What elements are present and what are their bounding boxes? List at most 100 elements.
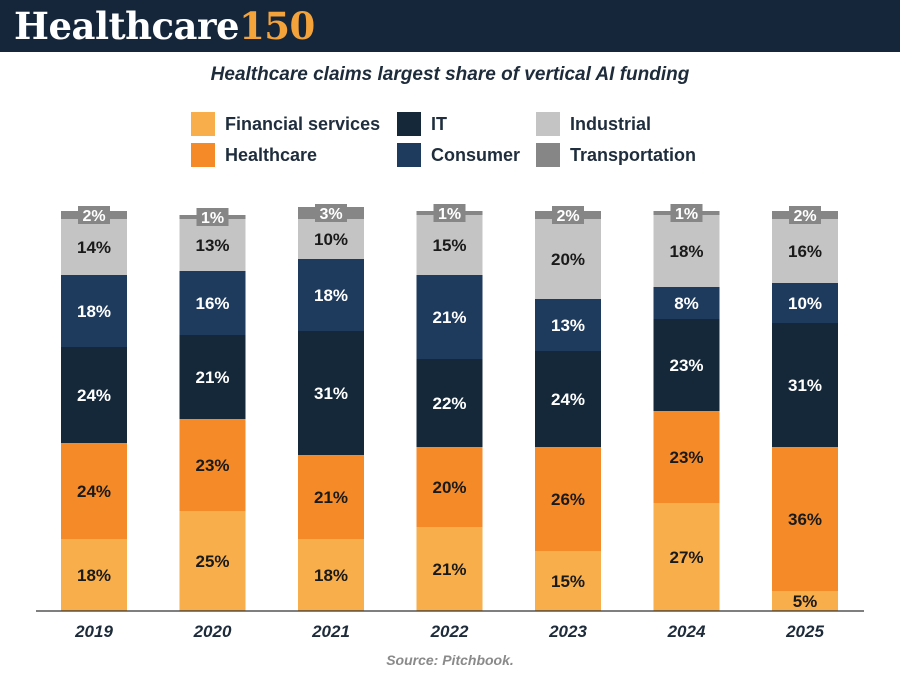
bar-segment-healthcare: [653, 411, 720, 503]
bar-segment-healthcare: [61, 443, 127, 539]
bar-segment-it: [298, 331, 364, 455]
x-tick-label: 2025: [785, 622, 824, 641]
bar-segment-industrial: [653, 215, 720, 287]
data-label: 24%: [77, 482, 111, 501]
bar-segment-industrial: [298, 219, 364, 259]
data-label: 26%: [551, 490, 585, 509]
data-label: 5%: [793, 592, 818, 611]
data-label: 18%: [314, 286, 348, 305]
data-label: 8%: [674, 294, 699, 313]
legend-label: Healthcare: [225, 145, 318, 165]
data-label: 24%: [551, 390, 585, 409]
bar-segment-industrial: [772, 219, 838, 283]
bar-segment-industrial: [416, 215, 483, 275]
data-label: 25%: [195, 552, 229, 571]
data-label: 10%: [788, 294, 822, 313]
data-label: 2%: [556, 208, 579, 225]
legend-label: Industrial: [570, 114, 652, 134]
data-label: 2%: [82, 208, 105, 225]
bar-segment-financial-services: [772, 591, 838, 611]
bar-segment-it: [653, 319, 720, 411]
data-label: 27%: [669, 548, 703, 567]
data-label: 1%: [438, 206, 461, 223]
bar-segment-healthcare: [535, 447, 601, 551]
data-label: 2%: [793, 208, 816, 225]
data-label: 23%: [669, 448, 703, 467]
data-label: 10%: [314, 230, 348, 249]
data-label: 15%: [432, 236, 466, 255]
data-label: 21%: [314, 488, 348, 507]
source-note: Source: Pitchbook.: [386, 652, 514, 668]
bar-segment-consumer: [416, 275, 483, 359]
data-label: 20%: [551, 250, 585, 269]
data-label: 1%: [201, 210, 224, 227]
bar-segment-healthcare: [416, 447, 483, 527]
brand-word: Healthcare: [14, 4, 240, 48]
legend-label: Transportation: [570, 145, 697, 165]
data-label: 15%: [551, 572, 585, 591]
bar-segment-financial-services: [61, 539, 127, 611]
bar-segment-consumer: [653, 287, 720, 319]
data-label-box: [789, 206, 821, 224]
bar-segment-financial-services: [298, 539, 364, 611]
data-label-box: [196, 208, 229, 226]
bar-segment-it: [61, 347, 127, 443]
data-label: 23%: [195, 456, 229, 475]
data-label-box: [670, 204, 703, 222]
legend-label: Consumer: [431, 145, 521, 165]
x-tick-label: 2021: [311, 622, 350, 641]
data-label: 16%: [788, 242, 822, 261]
bar-segment-healthcare: [772, 447, 838, 591]
x-tick-label: 2023: [548, 622, 587, 641]
bar-segment-financial-services: [179, 511, 246, 611]
data-label: 31%: [788, 376, 822, 395]
data-label: 18%: [77, 302, 111, 321]
legend-swatch: [536, 112, 560, 136]
bar-segment-healthcare: [298, 455, 364, 539]
data-label: 18%: [77, 566, 111, 585]
bar-segment-industrial: [535, 219, 601, 299]
legend-swatch: [191, 112, 215, 136]
legend-swatch: [397, 143, 421, 167]
data-label: 18%: [669, 242, 703, 261]
bar-segment-it: [535, 351, 601, 447]
legend-label: Financial services: [225, 114, 381, 134]
data-label-box: [433, 204, 466, 222]
data-label-box: [78, 206, 110, 224]
data-label: 22%: [432, 394, 466, 413]
data-label: 21%: [432, 308, 466, 327]
data-label: 18%: [314, 566, 348, 585]
brand-number: 150: [239, 4, 315, 48]
x-tick-label: 2022: [430, 622, 469, 641]
data-label: 13%: [195, 236, 229, 255]
bar-segment-healthcare: [179, 419, 246, 511]
data-label: 36%: [788, 510, 822, 529]
bar-segment-industrial: [179, 219, 246, 271]
bar-segment-financial-services: [653, 503, 720, 611]
data-label: 24%: [77, 386, 111, 405]
data-label-box: [552, 206, 584, 224]
bar-segment-it: [772, 323, 838, 447]
legend-swatch: [191, 143, 215, 167]
legend-swatch: [397, 112, 421, 136]
legend-label: IT: [431, 114, 447, 134]
bar-segment-financial-services: [535, 551, 601, 611]
bar-segment-industrial: [61, 219, 127, 275]
x-tick-label: 2019: [74, 622, 113, 641]
data-label: 21%: [432, 560, 466, 579]
data-label: 16%: [195, 294, 229, 313]
header-bar: Healthcare150: [0, 0, 900, 52]
bar-segment-consumer: [179, 271, 246, 335]
bar-segment-it: [179, 335, 246, 419]
data-label: 1%: [675, 206, 698, 223]
data-label: 31%: [314, 384, 348, 403]
brand-logo: Healthcare150: [14, 2, 315, 50]
bar-segment-it: [416, 359, 483, 447]
x-tick-label: 2024: [667, 622, 706, 641]
data-label: 13%: [551, 316, 585, 335]
x-tick-label: 2020: [193, 622, 232, 641]
data-label: 23%: [669, 356, 703, 375]
bar-segment-financial-services: [416, 527, 483, 611]
bar-segment-consumer: [535, 299, 601, 351]
